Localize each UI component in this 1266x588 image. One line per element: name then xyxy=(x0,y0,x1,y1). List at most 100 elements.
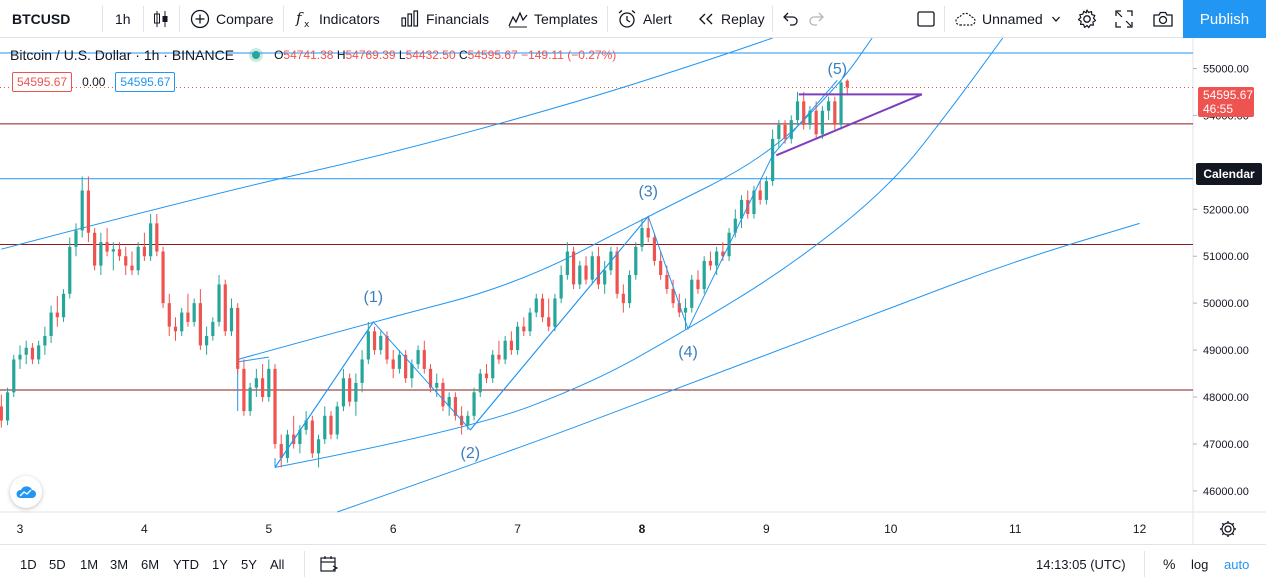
candle-body xyxy=(0,406,3,421)
candle-body xyxy=(603,270,607,285)
buy-button[interactable]: 54595.67 xyxy=(115,72,176,92)
channel-anchor-line[interactable] xyxy=(237,356,269,363)
candle-body xyxy=(55,312,59,318)
candle-body xyxy=(80,190,84,231)
candle-body xyxy=(279,443,283,459)
candle-body xyxy=(366,331,370,360)
candle-body xyxy=(341,378,346,407)
chart-settings-button[interactable] xyxy=(1076,0,1098,38)
low-value: 54432.50 xyxy=(405,48,456,62)
candle-body xyxy=(248,387,252,412)
candle-body xyxy=(733,218,737,233)
price-tick-label: 49000.00 xyxy=(1203,345,1249,357)
range-ytd[interactable]: YTD xyxy=(173,556,199,572)
financials-button[interactable]: Financials xyxy=(400,0,489,38)
calendar-button[interactable]: Calendar xyxy=(1196,163,1262,185)
range-1y[interactable]: 1Y xyxy=(212,556,228,572)
channel-lower-curve[interactable] xyxy=(274,38,1004,468)
candle-body xyxy=(447,397,451,407)
tradingview-logo[interactable] xyxy=(10,476,42,508)
candle-body xyxy=(571,251,576,285)
high-key: H xyxy=(336,48,346,62)
candle-body xyxy=(86,190,91,233)
alert-button[interactable]: Alert xyxy=(617,0,672,38)
candle-body xyxy=(410,364,414,379)
candle-body xyxy=(783,124,787,139)
auto-toggle[interactable]: auto xyxy=(1224,556,1250,572)
wave-label[interactable]: (2) xyxy=(461,445,481,462)
candle-body xyxy=(267,368,271,398)
chart-type-button[interactable] xyxy=(152,0,170,38)
elliott-wave-path[interactable] xyxy=(274,79,838,468)
redo-button[interactable] xyxy=(808,0,826,38)
candle-body xyxy=(124,256,128,266)
candle-body xyxy=(802,101,806,125)
wave-segment[interactable] xyxy=(274,321,374,468)
svg-text:f: f xyxy=(295,9,304,27)
candle-body xyxy=(422,350,426,369)
square-icon xyxy=(917,11,935,27)
axis-settings-icon[interactable] xyxy=(1218,519,1238,539)
wave-label[interactable]: (4) xyxy=(678,344,698,361)
low-key: L xyxy=(398,48,406,62)
candle-body xyxy=(677,303,681,313)
market-open-indicator xyxy=(252,51,261,59)
range-3m[interactable]: 3M xyxy=(110,556,129,572)
wave-label[interactable]: (1) xyxy=(364,289,384,306)
candle-body xyxy=(441,382,445,407)
candle-body xyxy=(304,420,308,430)
triangle-lower-line[interactable] xyxy=(775,93,923,157)
range-5y[interactable]: 5Y xyxy=(241,556,257,572)
compare-button[interactable]: Compare xyxy=(190,0,274,38)
price-chart[interactable]: (1) (2) (3) (4) (5) 46000.00 47000.00 48000.00… xyxy=(0,38,1266,544)
candle-body xyxy=(111,249,115,252)
snapshot-button[interactable] xyxy=(1152,0,1174,38)
candle-body xyxy=(491,354,495,379)
toolbar-divider xyxy=(102,6,103,32)
candle-body xyxy=(186,312,190,322)
replay-button[interactable]: Replay xyxy=(697,0,765,38)
indicators-label: Indicators xyxy=(319,11,380,27)
range-1m[interactable]: 1M xyxy=(80,556,99,572)
wave-segment[interactable] xyxy=(469,216,649,431)
templates-button[interactable]: Templates xyxy=(508,0,598,38)
candle-body xyxy=(12,359,16,393)
candle-body xyxy=(565,251,569,275)
wave-label[interactable]: (5) xyxy=(828,61,848,78)
range-5d[interactable]: 5D xyxy=(49,556,66,572)
candle-body xyxy=(372,331,377,351)
percent-toggle[interactable]: % xyxy=(1163,556,1176,572)
time-tick-label: 7 xyxy=(514,522,521,536)
symbol-search-button[interactable]: BTCUSD xyxy=(12,11,71,27)
toolbar-divider xyxy=(944,6,945,32)
candle-body xyxy=(833,101,837,125)
undo-button[interactable] xyxy=(781,0,799,38)
sell-button[interactable]: 54595.67 xyxy=(12,72,73,92)
layout-name-button[interactable]: Unnamed xyxy=(954,0,1061,38)
channel-outer-curve[interactable] xyxy=(337,222,1140,513)
candle-body xyxy=(839,82,843,125)
price-tick-label: 55000.00 xyxy=(1203,64,1249,76)
range-6m[interactable]: 6M xyxy=(141,556,160,572)
range-1d[interactable]: 1D xyxy=(20,556,37,572)
publish-button[interactable]: Publish xyxy=(1183,0,1266,38)
candle-body xyxy=(136,246,140,271)
fullscreen-layout-button[interactable] xyxy=(916,0,936,38)
svg-text:x: x xyxy=(304,20,310,29)
fullscreen-button[interactable] xyxy=(1114,0,1134,38)
log-toggle[interactable]: log xyxy=(1191,556,1209,572)
candle-body xyxy=(74,230,78,247)
candle-body xyxy=(93,232,97,266)
templates-icon xyxy=(508,11,528,28)
clock-time[interactable]: 14:13:05 (UTC) xyxy=(1036,556,1126,572)
channel-upper-curve[interactable] xyxy=(1,38,773,250)
price-tick-label: 51000.00 xyxy=(1203,251,1249,263)
wave-label[interactable]: (3) xyxy=(638,183,658,200)
go-to-date-button[interactable] xyxy=(319,545,339,583)
candle-body xyxy=(758,190,762,200)
symbol-title[interactable]: Bitcoin / U.S. Dollar · 1h · BINANCE xyxy=(10,47,235,63)
range-all[interactable]: All xyxy=(270,556,285,572)
interval-button[interactable]: 1h xyxy=(115,11,131,27)
candle-body xyxy=(503,340,507,360)
